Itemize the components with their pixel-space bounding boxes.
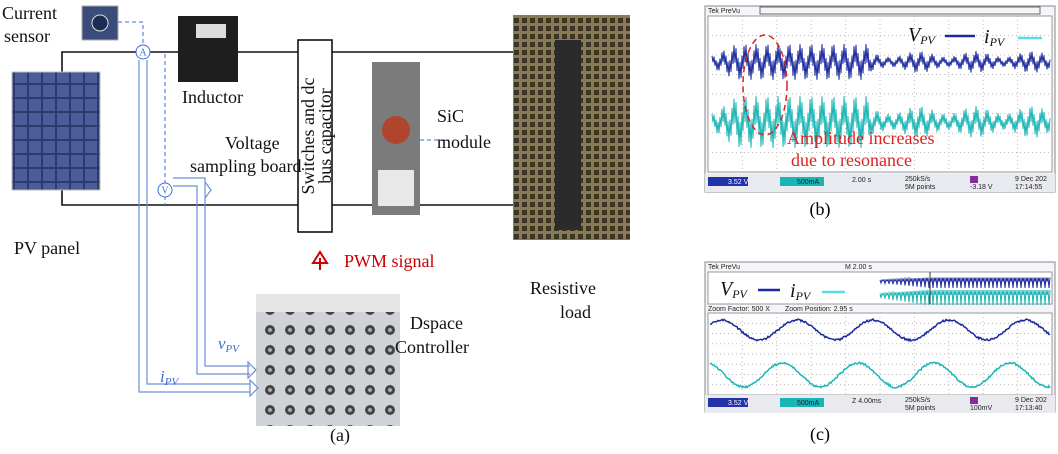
switch-label: bus capacitor bbox=[315, 88, 335, 183]
sub: PV bbox=[989, 35, 1006, 49]
signal-arrows bbox=[139, 60, 258, 396]
label: PV panel bbox=[14, 238, 80, 258]
inductor-photo bbox=[196, 24, 226, 38]
zoom-info: Zoom Position: 2.95 s bbox=[785, 306, 853, 313]
label: load bbox=[560, 302, 591, 322]
status: 100mV bbox=[970, 405, 993, 412]
sub: PV bbox=[919, 33, 936, 47]
scope-header: Tek PreVu bbox=[708, 8, 740, 15]
vpv-label: vPV bbox=[218, 334, 240, 355]
caption: (a) bbox=[330, 425, 350, 446]
status: 9 Dec 202 bbox=[1015, 176, 1047, 183]
status: 5M points bbox=[905, 405, 936, 412]
label: Voltage bbox=[225, 133, 280, 153]
annotation: due to resonance bbox=[791, 150, 912, 170]
sic-photo bbox=[382, 116, 410, 144]
label: sampling board bbox=[190, 156, 301, 176]
status: 17:14:55 bbox=[1015, 184, 1042, 191]
status-bar bbox=[705, 174, 1055, 192]
status: 5M points bbox=[905, 184, 936, 191]
status: 500mA bbox=[797, 179, 820, 186]
caption: (b) bbox=[810, 199, 831, 220]
label: module bbox=[437, 132, 491, 152]
sub: PV bbox=[731, 287, 748, 301]
ch3 bbox=[970, 397, 978, 404]
pv-panel-photo bbox=[12, 72, 100, 190]
load-photo bbox=[555, 40, 581, 230]
status: 500mA bbox=[797, 400, 820, 407]
status: 250kS/s bbox=[905, 397, 931, 404]
status: 3.52 V bbox=[728, 179, 749, 186]
zoom-info: Zoom Factor: 500 X bbox=[708, 306, 770, 313]
label: Inductor bbox=[182, 87, 243, 107]
scope-header: Tek PreVu bbox=[708, 264, 740, 271]
annotation: Amplitude increases bbox=[787, 128, 934, 148]
label: Resistive bbox=[530, 278, 596, 298]
sub: PV bbox=[795, 289, 812, 303]
status: Z 4.00ms bbox=[852, 398, 882, 405]
figure: Switches and dc bus capacitor A V Curren… bbox=[0, 0, 1058, 449]
label: sensor bbox=[4, 26, 50, 46]
pwm-arrow bbox=[313, 252, 327, 270]
label: SiC bbox=[437, 106, 464, 126]
status: 9 Dec 202 bbox=[1015, 397, 1047, 404]
status: 3.52 V bbox=[728, 400, 749, 407]
ch3 bbox=[970, 176, 978, 183]
wires bbox=[62, 52, 515, 205]
sub: PV bbox=[225, 343, 241, 355]
dspace-photo bbox=[256, 294, 400, 426]
dspace-photo bbox=[256, 294, 400, 312]
ammeter-label: A bbox=[139, 47, 147, 58]
label: Dspace bbox=[410, 313, 463, 333]
sensor-photo bbox=[92, 15, 108, 31]
scope-header: M 2.00 s bbox=[845, 264, 872, 271]
status: 2.00 s bbox=[852, 177, 872, 184]
label: Current bbox=[2, 3, 57, 23]
sub: PV bbox=[164, 376, 180, 388]
status: 17:13:40 bbox=[1015, 405, 1042, 412]
ipv-label: iPV bbox=[160, 367, 179, 388]
status: 250kS/s bbox=[905, 176, 931, 183]
pwm-label: PWM signal bbox=[344, 251, 435, 271]
label: Controller bbox=[395, 337, 469, 357]
scopes: Tek PreVuVPViPVAmplitude increasesdue to… bbox=[705, 6, 1055, 445]
sic-photo bbox=[378, 170, 414, 206]
caption: (c) bbox=[810, 424, 830, 445]
status: -3.18 V bbox=[970, 184, 993, 191]
voltmeter-label: V bbox=[161, 185, 169, 196]
